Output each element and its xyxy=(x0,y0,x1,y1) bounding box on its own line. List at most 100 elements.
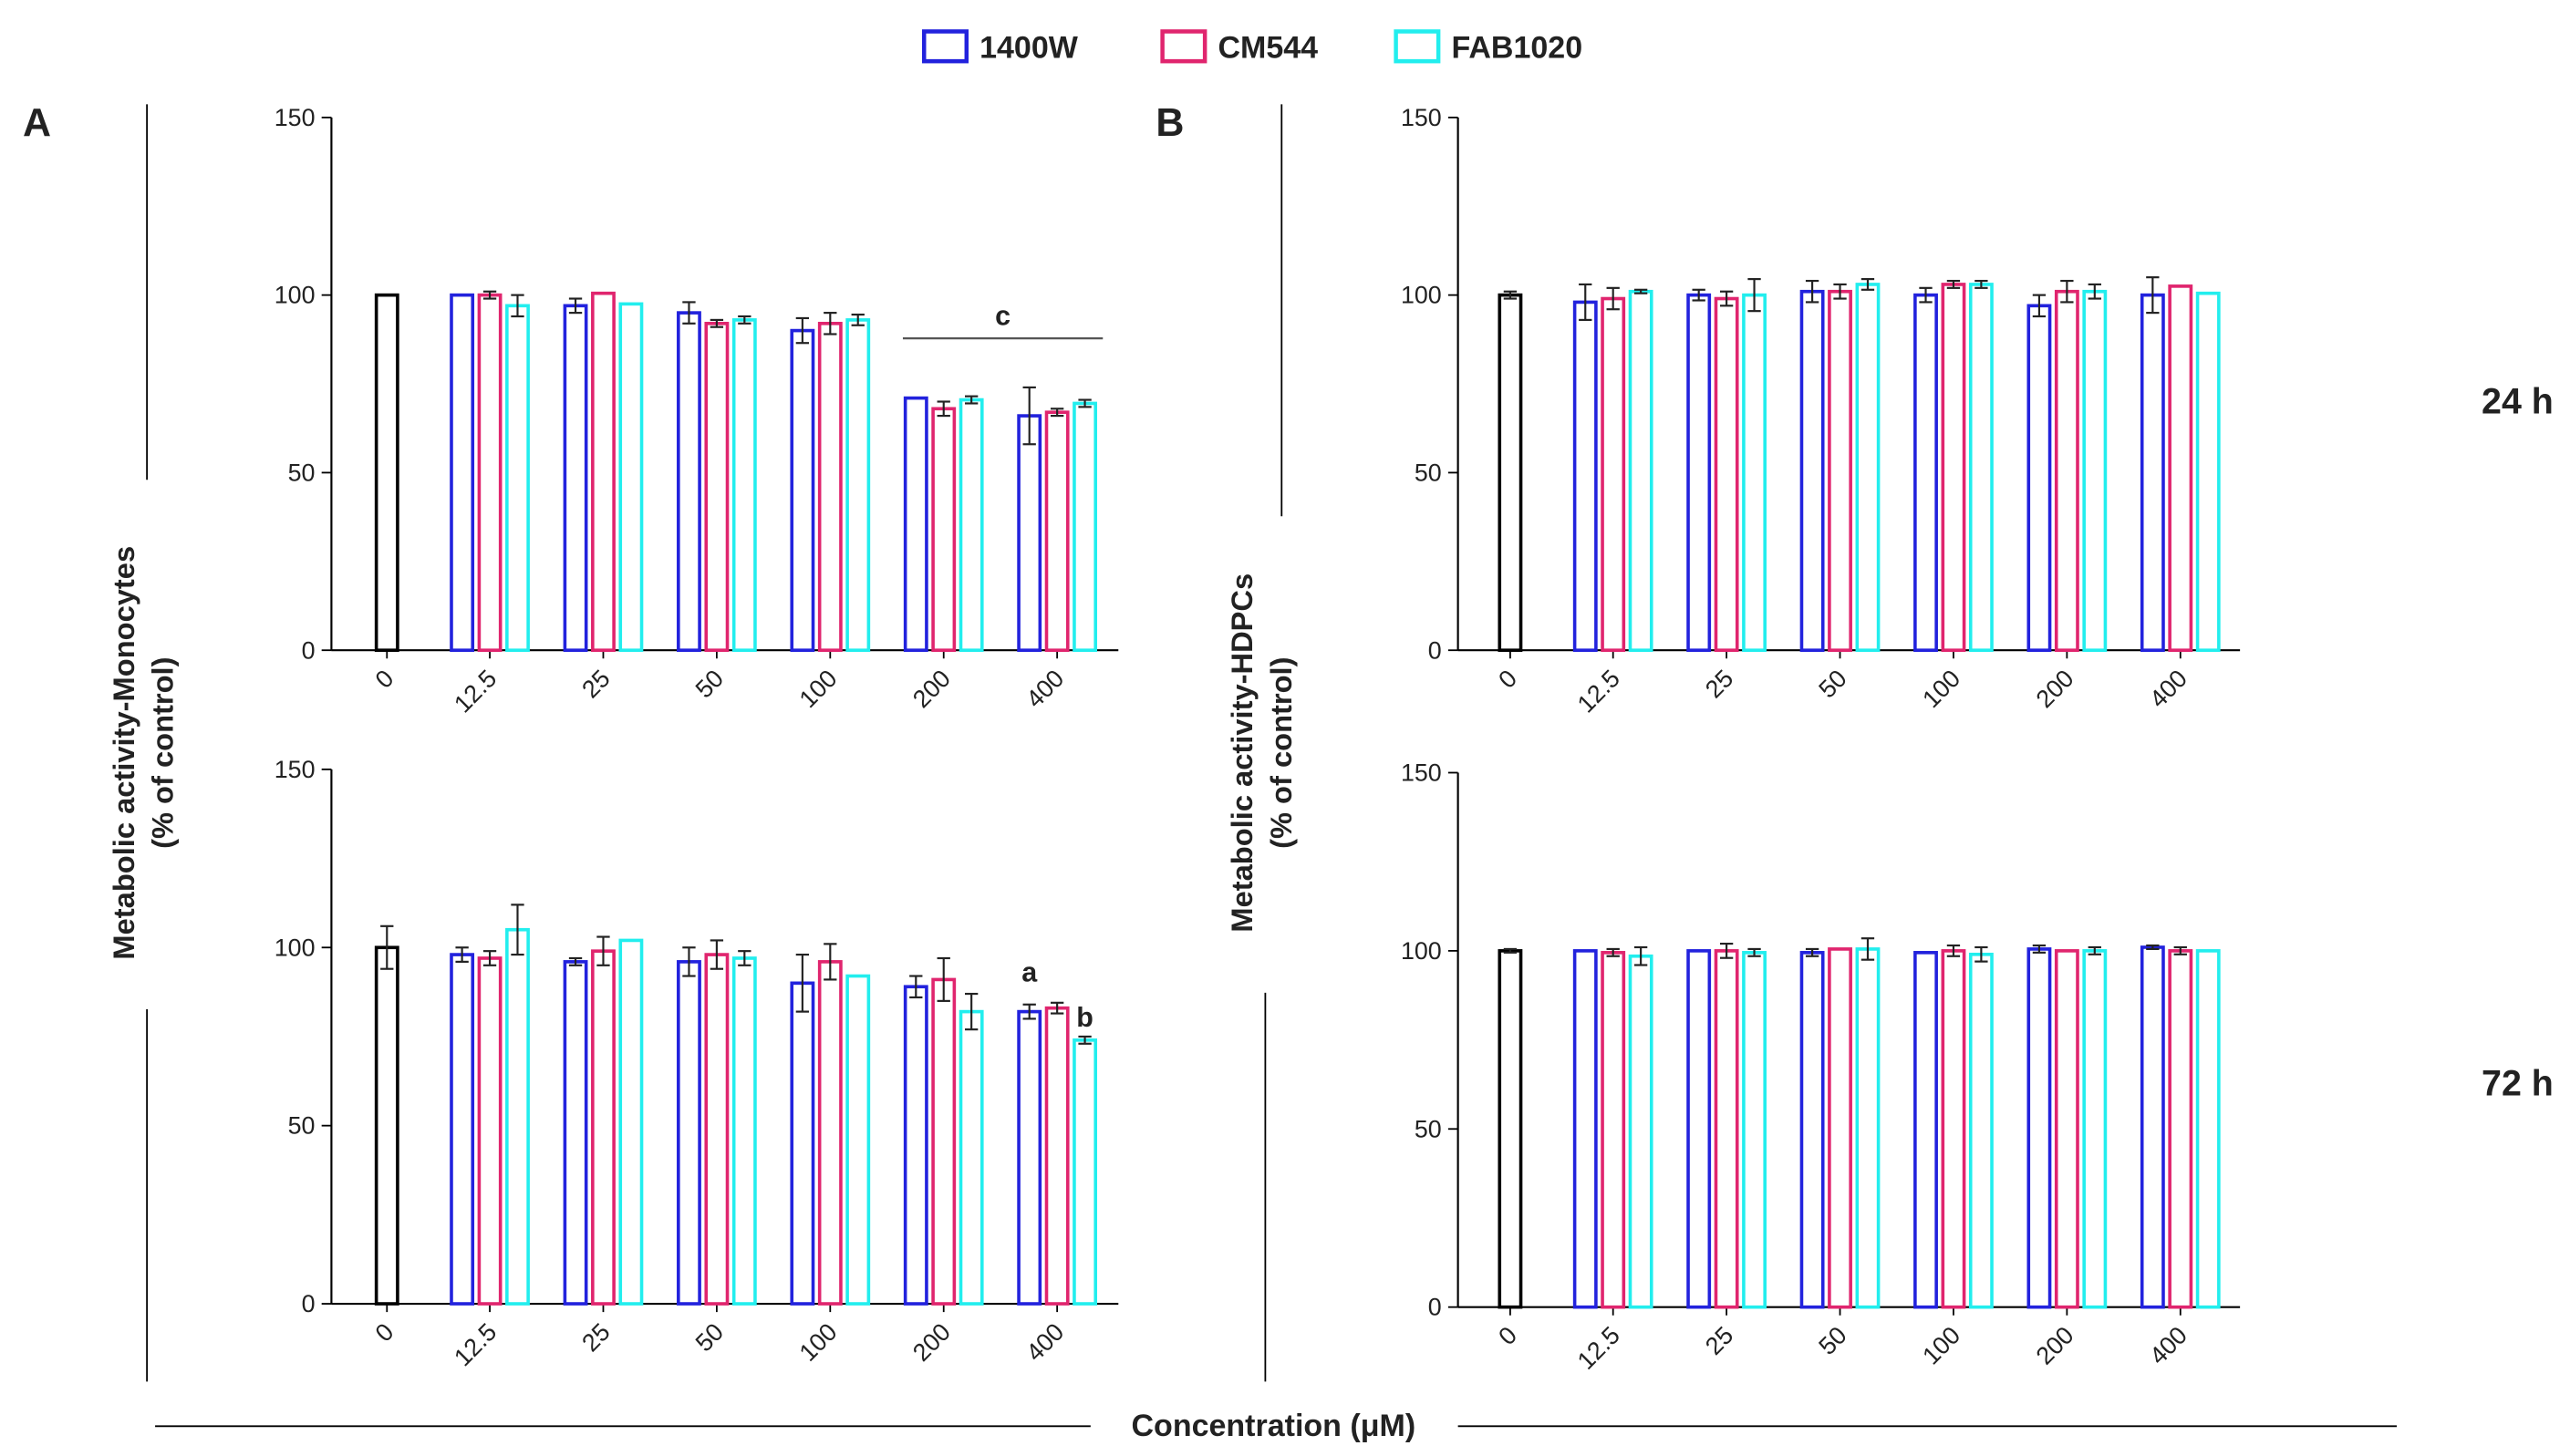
y-axis-label: (% of control) xyxy=(147,657,180,849)
bar xyxy=(677,311,701,653)
x-axis-label: Concentration (μM) xyxy=(1132,1409,1416,1443)
bar xyxy=(2082,949,2108,1309)
bar xyxy=(1828,947,1852,1309)
bar xyxy=(1601,951,1626,1309)
bar xyxy=(2054,289,2079,653)
bar xyxy=(450,293,475,653)
y-tick-label: 50 xyxy=(288,459,316,486)
x-tick-label: 100 xyxy=(794,665,843,713)
bar xyxy=(704,953,730,1306)
y-tick-label: 150 xyxy=(275,756,316,783)
y-tick-label: 100 xyxy=(275,282,316,309)
bar xyxy=(903,985,928,1306)
bar xyxy=(1686,949,1712,1309)
y-tick-label: 150 xyxy=(275,104,316,131)
y-tick-label: 100 xyxy=(275,934,316,961)
x-tick-label: 100 xyxy=(1917,1321,1965,1369)
bar xyxy=(1855,283,1881,653)
bar xyxy=(1044,1006,1070,1306)
bar xyxy=(505,927,530,1306)
bar xyxy=(1855,947,1881,1309)
bar xyxy=(2026,947,2052,1309)
bar xyxy=(790,328,815,653)
bar xyxy=(1498,949,1523,1309)
time-label: 24 h xyxy=(2482,381,2554,421)
x-tick-label: 100 xyxy=(794,1318,843,1367)
bar xyxy=(1628,954,1653,1309)
bar xyxy=(1073,1038,1097,1306)
bar xyxy=(563,304,588,653)
bar xyxy=(2168,949,2193,1309)
bar xyxy=(2140,945,2165,1309)
x-tick-label: 400 xyxy=(1021,665,1070,713)
bar xyxy=(1968,283,1994,653)
bar xyxy=(2082,289,2108,653)
bar xyxy=(2168,284,2193,653)
x-tick-label: 50 xyxy=(690,665,729,704)
bar xyxy=(1498,293,1523,653)
y-axis-label: Metabolic activity-HDPCs xyxy=(1226,573,1259,933)
annotation: a xyxy=(1021,956,1038,987)
bar xyxy=(1799,951,1825,1309)
x-tick-label: 0 xyxy=(1493,665,1522,694)
y-tick-label: 0 xyxy=(302,636,316,664)
bar xyxy=(817,321,843,653)
x-tick-label: 12.5 xyxy=(449,665,502,718)
bar xyxy=(618,302,644,653)
bar xyxy=(1628,289,1653,653)
y-axis-label: (% of control) xyxy=(1265,657,1298,849)
bar xyxy=(563,960,588,1306)
bar xyxy=(1601,296,1626,653)
bar xyxy=(1572,949,1598,1309)
bar xyxy=(731,956,757,1306)
bar xyxy=(845,974,871,1306)
bar xyxy=(931,407,957,653)
bar xyxy=(1714,949,1739,1309)
bar xyxy=(845,318,871,653)
bar xyxy=(1017,1009,1042,1306)
y-tick-label: 0 xyxy=(1428,636,1442,664)
annotation: b xyxy=(1076,1002,1093,1033)
x-tick-label: 200 xyxy=(907,665,956,713)
x-tick-label: 25 xyxy=(576,1318,615,1358)
bar xyxy=(959,398,984,653)
bar xyxy=(2054,949,2079,1309)
bar xyxy=(1686,293,1712,653)
y-tick-label: 0 xyxy=(302,1290,316,1317)
bar xyxy=(731,318,757,653)
bar xyxy=(1742,293,1767,653)
bar xyxy=(591,291,616,653)
bar xyxy=(1941,283,1966,653)
legend-label: CM544 xyxy=(1218,30,1318,65)
x-tick-label: 200 xyxy=(2031,665,2079,713)
time-label: 72 h xyxy=(2482,1063,2554,1103)
legend-swatch xyxy=(1394,29,1441,64)
y-tick-label: 150 xyxy=(1401,759,1442,786)
x-tick-label: 12.5 xyxy=(1572,1321,1625,1375)
x-tick-label: 400 xyxy=(2144,1321,2192,1369)
bar xyxy=(790,981,815,1306)
bar xyxy=(903,396,928,653)
bar xyxy=(2195,291,2221,653)
legend-swatch xyxy=(922,29,969,64)
legend-label: FAB1020 xyxy=(1451,30,1582,65)
bar xyxy=(618,938,644,1306)
bar xyxy=(1044,410,1070,653)
bar xyxy=(477,956,503,1306)
y-tick-label: 100 xyxy=(1401,282,1442,309)
y-tick-label: 50 xyxy=(1415,1115,1442,1142)
legend-label: 1400W xyxy=(979,30,1078,65)
x-tick-label: 12.5 xyxy=(449,1318,502,1372)
bar xyxy=(1968,952,1994,1309)
x-tick-label: 400 xyxy=(1021,1318,1070,1367)
x-tick-label: 0 xyxy=(1493,1321,1522,1350)
x-tick-label: 400 xyxy=(2144,665,2192,713)
bar xyxy=(1941,949,1966,1309)
panel-label: A xyxy=(23,101,51,145)
bar xyxy=(704,321,730,653)
x-tick-label: 12.5 xyxy=(1572,665,1625,718)
bar xyxy=(1742,951,1767,1309)
x-tick-label: 50 xyxy=(1814,665,1852,704)
bar xyxy=(591,949,616,1306)
